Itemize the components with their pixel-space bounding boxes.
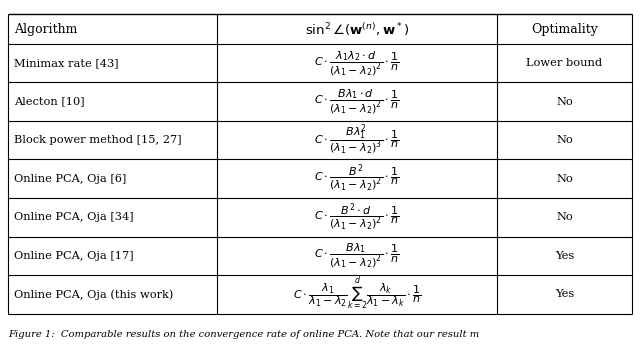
Text: $C \cdot \dfrac{B^2}{(\lambda_1 - \lambda_2)^2} \cdot \dfrac{1}{n}$: $C \cdot \dfrac{B^2}{(\lambda_1 - \lambd… (314, 163, 399, 194)
Text: $C \cdot \dfrac{B^2 \cdot d}{(\lambda_1 - \lambda_2)^2} \cdot \dfrac{1}{n}$: $C \cdot \dfrac{B^2 \cdot d}{(\lambda_1 … (314, 202, 399, 233)
Text: Algorithm: Algorithm (14, 23, 77, 36)
Text: $\sin^2 \angle(\mathbf{w}^{(n)}, \mathbf{w}^*)$: $\sin^2 \angle(\mathbf{w}^{(n)}, \mathbf… (305, 21, 409, 37)
Text: $C \cdot \dfrac{\lambda_1}{\lambda_1 - \lambda_2} \sum_{k=2}^{d} \dfrac{\lambda_: $C \cdot \dfrac{\lambda_1}{\lambda_1 - \… (292, 276, 421, 313)
Text: Figure 1:  Comparable results on the convergence rate of online PCA. Note that o: Figure 1: Comparable results on the conv… (8, 330, 479, 339)
Text: Online PCA, Oja [34]: Online PCA, Oja [34] (14, 212, 134, 222)
Text: No: No (556, 212, 573, 222)
Text: Yes: Yes (555, 251, 574, 261)
Text: Minimax rate [43]: Minimax rate [43] (14, 58, 118, 68)
Text: Yes: Yes (555, 289, 574, 299)
Text: $C \cdot \dfrac{B\lambda_1 \cdot d}{(\lambda_1 - \lambda_2)^2} \cdot \dfrac{1}{n: $C \cdot \dfrac{B\lambda_1 \cdot d}{(\la… (314, 87, 399, 116)
Text: Online PCA, Oja [17]: Online PCA, Oja [17] (14, 251, 134, 261)
Text: Block power method [15, 27]: Block power method [15, 27] (14, 135, 182, 145)
Text: Online PCA, Oja (this work): Online PCA, Oja (this work) (14, 289, 173, 300)
Text: $C \cdot \dfrac{B\lambda_1}{(\lambda_1 - \lambda_2)^2} \cdot \dfrac{1}{n}$: $C \cdot \dfrac{B\lambda_1}{(\lambda_1 -… (314, 242, 399, 270)
Text: No: No (556, 135, 573, 145)
Text: No: No (556, 174, 573, 184)
Text: Lower bound: Lower bound (527, 58, 603, 68)
Text: Online PCA, Oja [6]: Online PCA, Oja [6] (14, 174, 127, 184)
Text: $C \cdot \dfrac{\lambda_1 \lambda_2 \cdot d}{(\lambda_1 - \lambda_2)^2} \cdot \d: $C \cdot \dfrac{\lambda_1 \lambda_2 \cdo… (314, 49, 399, 77)
Text: Alecton [10]: Alecton [10] (14, 97, 84, 107)
Text: $C \cdot \dfrac{B\lambda_1^2}{(\lambda_1 - \lambda_2)^3} \cdot \dfrac{1}{n}$: $C \cdot \dfrac{B\lambda_1^2}{(\lambda_1… (314, 123, 399, 157)
Text: Optimality: Optimality (531, 23, 598, 36)
Text: No: No (556, 97, 573, 107)
